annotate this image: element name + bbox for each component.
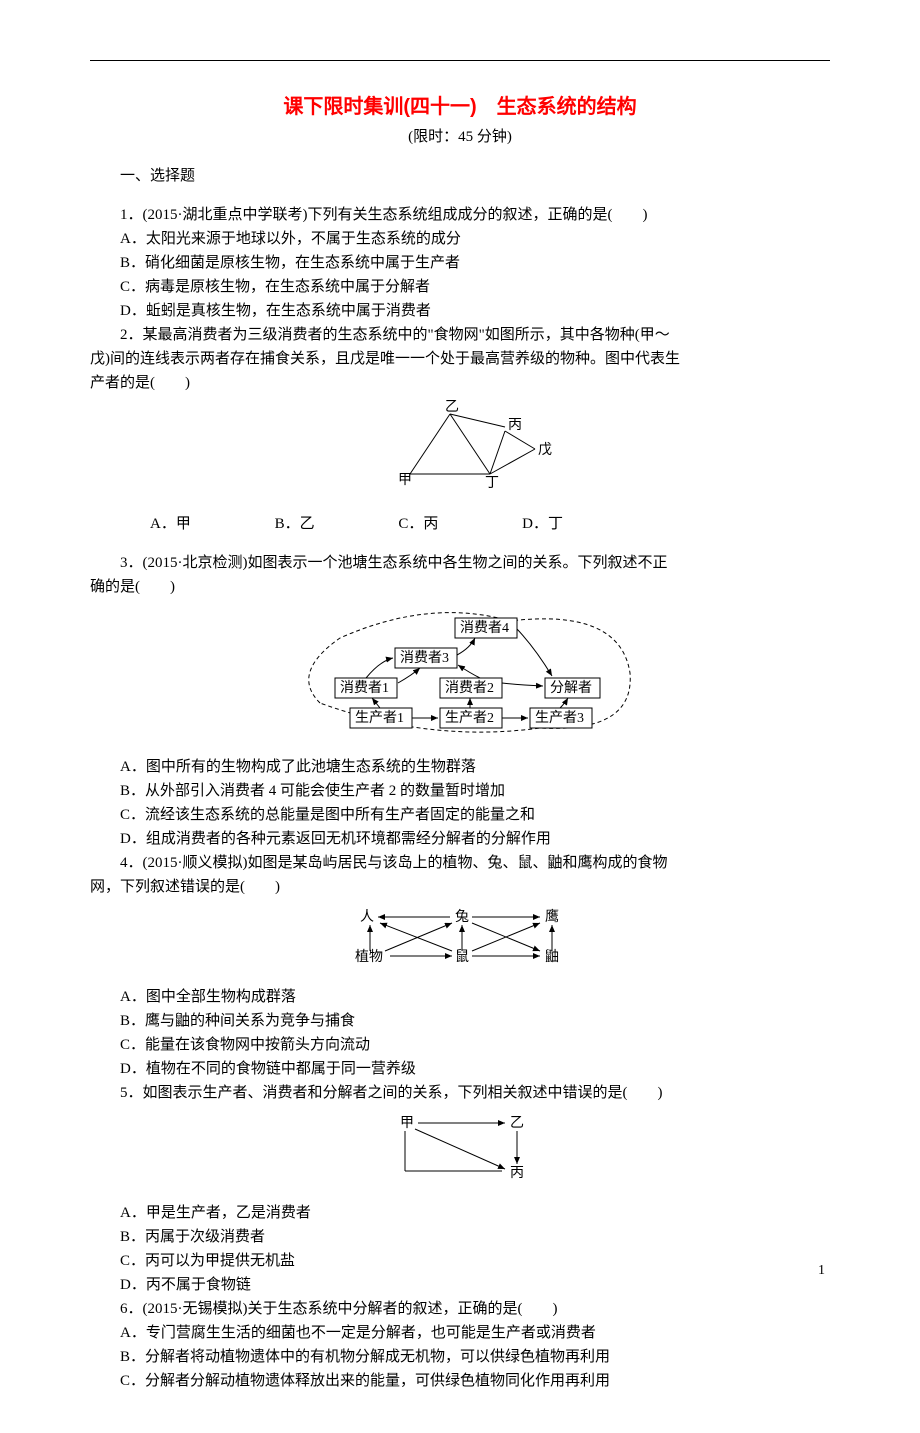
q4-optA: A．图中全部生物构成群落 bbox=[90, 985, 830, 1009]
q5-optA: A．甲是生产者，乙是消费者 bbox=[90, 1201, 830, 1225]
q5-optB: B．丙属于次级消费者 bbox=[90, 1225, 830, 1249]
q3-optB: B．从外部引入消费者 4 可能会使生产者 2 的数量暂时增加 bbox=[90, 779, 830, 803]
q3-diagram: 消费者4 消费者3 消费者1 消费者2 分解者 生产者1 生产者2 生产者3 bbox=[90, 603, 830, 751]
section-1-head: 一、选择题 bbox=[90, 164, 830, 188]
q5-svg: 甲 乙 丙 bbox=[370, 1109, 550, 1189]
q4-optD: D．植物在不同的食物链中都属于同一营养级 bbox=[90, 1057, 830, 1081]
svg-text:人: 人 bbox=[360, 909, 374, 925]
q2-stem1: 2．某最高消费者为三级消费者的生态系统中的"食物网"如图所示，其中各物种(甲～ bbox=[90, 323, 830, 347]
q6-stem: 6．(2015·无锡模拟)关于生态系统中分解者的叙述，正确的是( ) bbox=[90, 1297, 830, 1321]
top-rule bbox=[90, 60, 830, 61]
q2-optB: B．乙 bbox=[245, 512, 315, 536]
q2-optC: C．丙 bbox=[368, 512, 438, 536]
q5-optC: C．丙可以为甲提供无机盐 bbox=[90, 1249, 830, 1273]
q4-stem1: 4．(2015·顺义模拟)如图是某岛屿居民与该岛上的植物、兔、鼠、鼬和鹰构成的食… bbox=[90, 851, 830, 875]
svg-text:乙: 乙 bbox=[445, 399, 459, 415]
svg-text:鹰: 鹰 bbox=[545, 909, 559, 925]
q2-optA: A．甲 bbox=[120, 512, 191, 536]
q4-svg: 人 兔 鹰 植物 鼠 鼬 bbox=[330, 903, 590, 973]
q2-stem2: 戊)间的连线表示两者存在捕食关系，且戊是唯一一个处于最高营养级的物种。图中代表生 bbox=[90, 347, 830, 371]
svg-text:植物: 植物 bbox=[355, 949, 383, 965]
svg-text:丙: 丙 bbox=[508, 418, 522, 433]
svg-text:消费者1: 消费者1 bbox=[340, 680, 389, 696]
q2-optD: D．丁 bbox=[492, 512, 563, 536]
time-limit: (限时：45 分钟) bbox=[90, 125, 830, 149]
page-title: 课下限时集训(四十一) 生态系统的结构 bbox=[90, 91, 830, 123]
q6-optC: C．分解者分解动植物遗体释放出来的能量，可供绿色植物同化作用再利用 bbox=[90, 1369, 830, 1393]
q2-stem3: 产者的是( ) bbox=[90, 371, 830, 395]
q4-optB: B．鹰与鼬的种间关系为竞争与捕食 bbox=[90, 1009, 830, 1033]
svg-text:戊: 戊 bbox=[538, 442, 552, 458]
svg-text:生产者3: 生产者3 bbox=[535, 710, 584, 726]
q3-stem1: 3．(2015·北京检测)如图表示一个池塘生态系统中各生物之间的关系。下列叙述不… bbox=[90, 551, 830, 575]
q2-svg: 乙 丙 戊 甲 丁 bbox=[360, 399, 560, 489]
q3-svg: 消费者4 消费者3 消费者1 消费者2 分解者 生产者1 生产者2 生产者3 bbox=[280, 603, 640, 743]
svg-text:鼠: 鼠 bbox=[455, 949, 469, 965]
q2-diagram: 乙 丙 戊 甲 丁 bbox=[90, 399, 830, 497]
q5-diagram: 甲 乙 丙 bbox=[90, 1109, 830, 1197]
svg-text:生产者2: 生产者2 bbox=[445, 710, 494, 726]
svg-text:消费者2: 消费者2 bbox=[445, 680, 494, 696]
q1-optB: B．硝化细菌是原核生物，在生态系统中属于生产者 bbox=[90, 251, 830, 275]
q5-stem: 5．如图表示生产者、消费者和分解者之间的关系，下列相关叙述中错误的是( ) bbox=[90, 1081, 830, 1105]
q1-optA: A．太阳光来源于地球以外，不属于生态系统的成分 bbox=[90, 227, 830, 251]
q4-stem2: 网，下列叙述错误的是( ) bbox=[90, 875, 830, 899]
svg-text:鼬: 鼬 bbox=[545, 949, 559, 965]
q4-diagram: 人 兔 鹰 植物 鼠 鼬 bbox=[90, 903, 830, 981]
q3-optA: A．图中所有的生物构成了此池塘生态系统的生物群落 bbox=[90, 755, 830, 779]
q3-optC: C．流经该生态系统的总能量是图中所有生产者固定的能量之和 bbox=[90, 803, 830, 827]
q1-stem: 1．(2015·湖北重点中学联考)下列有关生态系统组成成分的叙述，正确的是( ) bbox=[90, 203, 830, 227]
q1-optC: C．病毒是原核生物，在生态系统中属于分解者 bbox=[90, 275, 830, 299]
q2-options: A．甲 B．乙 C．丙 D．丁 bbox=[90, 512, 830, 536]
q3-optD: D．组成消费者的各种元素返回无机环境都需经分解者的分解作用 bbox=[90, 827, 830, 851]
svg-text:丁: 丁 bbox=[485, 476, 499, 489]
svg-text:生产者1: 生产者1 bbox=[355, 710, 404, 726]
q3-stem2: 确的是( ) bbox=[90, 575, 830, 599]
svg-text:消费者3: 消费者3 bbox=[400, 650, 449, 666]
svg-text:丙: 丙 bbox=[510, 1166, 524, 1181]
svg-text:甲: 甲 bbox=[398, 473, 412, 488]
q6-optA: A．专门营腐生生活的细菌也不一定是分解者，也可能是生产者或消费者 bbox=[90, 1321, 830, 1345]
q6-optB: B．分解者将动植物遗体中的有机物分解成无机物，可以供绿色植物再利用 bbox=[90, 1345, 830, 1369]
q1-optD: D．蚯蚓是真核生物，在生态系统中属于消费者 bbox=[90, 299, 830, 323]
svg-text:分解者: 分解者 bbox=[550, 680, 592, 696]
svg-text:乙: 乙 bbox=[510, 1115, 524, 1131]
page-number: 1 bbox=[818, 1260, 825, 1282]
svg-text:消费者4: 消费者4 bbox=[460, 620, 509, 636]
svg-text:甲: 甲 bbox=[400, 1116, 414, 1131]
svg-text:兔: 兔 bbox=[455, 909, 469, 925]
q4-optC: C．能量在该食物网中按箭头方向流动 bbox=[90, 1033, 830, 1057]
q5-optD: D．丙不属于食物链 bbox=[90, 1273, 830, 1297]
